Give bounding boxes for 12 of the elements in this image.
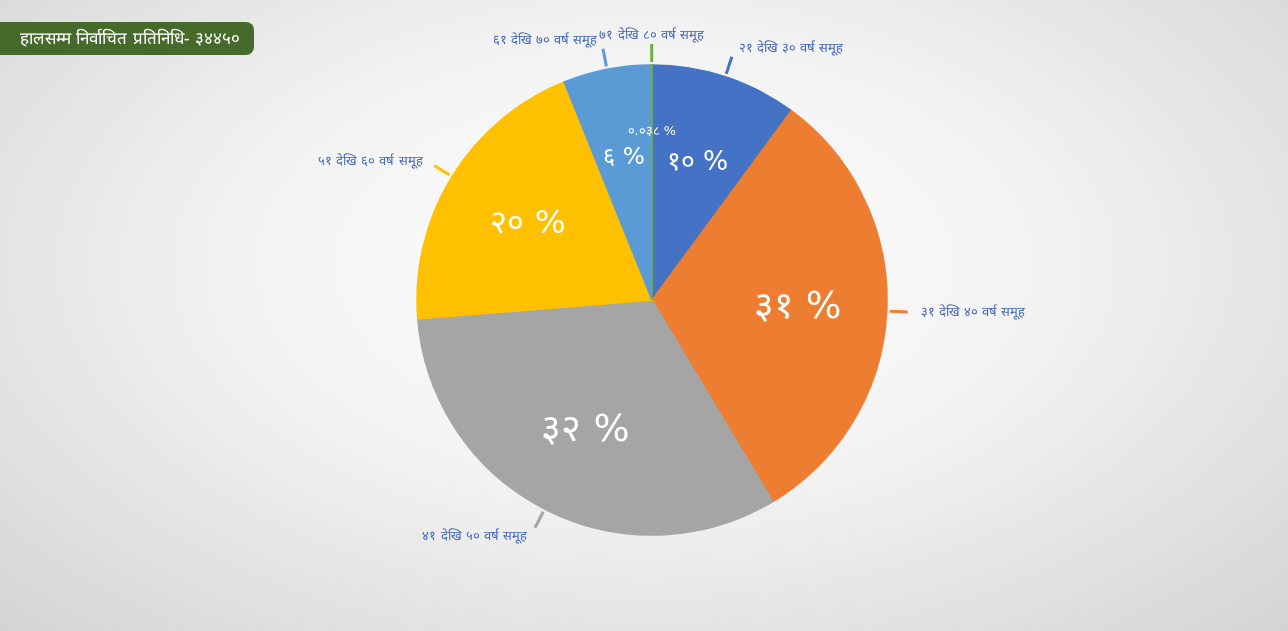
slice-label: ४१ देखि ५० वर्ष समूह bbox=[422, 527, 528, 544]
text: हालसम्म निर्वाचित प्रतिनिधि- ३४४५० bbox=[0, 22, 255, 55]
slice-label: ५१ देखि ६० वर्ष समूह bbox=[318, 152, 424, 169]
data-label: २० % bbox=[490, 203, 566, 242]
slice-label: ६१ देखि ७० वर्ष समूह bbox=[492, 31, 599, 48]
slice-label: ७१ देखि ८० वर्ष समूह bbox=[599, 27, 705, 43]
data-label: १० % bbox=[666, 144, 729, 176]
data-label: ६ % bbox=[603, 142, 645, 169]
data-label: ३२ % bbox=[541, 405, 630, 450]
data-label: ३१ % bbox=[753, 282, 842, 327]
slice-label: ३१ देखि ४० वर्ष समूह bbox=[920, 304, 1027, 321]
slice-label: २१ देखि ३० वर्ष समूह bbox=[738, 40, 845, 57]
